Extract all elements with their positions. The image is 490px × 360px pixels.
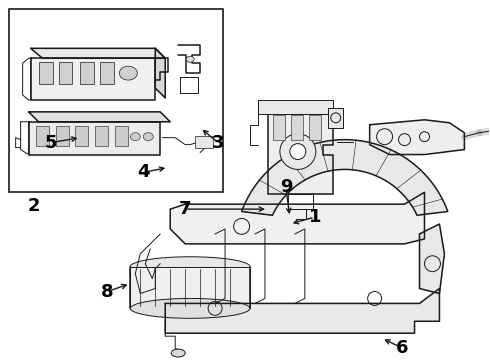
- Polygon shape: [28, 112, 170, 122]
- Bar: [96, 126, 108, 145]
- Text: 8: 8: [101, 283, 114, 301]
- Text: 9: 9: [280, 178, 292, 196]
- Bar: [75, 126, 89, 145]
- Bar: [130, 267, 250, 309]
- Circle shape: [280, 134, 316, 170]
- Ellipse shape: [143, 133, 153, 141]
- Polygon shape: [30, 48, 165, 58]
- Ellipse shape: [186, 56, 194, 62]
- Text: 4: 4: [137, 163, 149, 181]
- Bar: [309, 115, 321, 140]
- Polygon shape: [28, 122, 160, 154]
- Bar: [258, 100, 333, 114]
- Text: 2: 2: [27, 197, 40, 215]
- Text: 6: 6: [396, 339, 409, 357]
- Polygon shape: [369, 120, 465, 154]
- Bar: [273, 115, 285, 140]
- Text: 7: 7: [179, 200, 192, 218]
- Polygon shape: [242, 140, 448, 215]
- Polygon shape: [30, 58, 155, 100]
- Polygon shape: [155, 48, 165, 98]
- Ellipse shape: [171, 349, 185, 357]
- Bar: [36, 126, 49, 145]
- Text: 5: 5: [44, 134, 57, 152]
- Bar: [55, 126, 69, 145]
- Circle shape: [290, 144, 306, 159]
- Bar: [58, 62, 73, 84]
- Ellipse shape: [130, 257, 250, 276]
- Bar: [291, 115, 303, 140]
- Ellipse shape: [130, 298, 250, 318]
- Bar: [80, 62, 95, 84]
- Bar: [195, 136, 213, 148]
- Bar: [100, 62, 114, 84]
- Polygon shape: [419, 224, 444, 293]
- Polygon shape: [165, 288, 440, 333]
- Ellipse shape: [120, 66, 137, 80]
- Bar: [9, 9, 223, 192]
- Ellipse shape: [130, 133, 140, 141]
- Bar: [115, 126, 128, 145]
- Bar: [328, 108, 343, 128]
- Bar: [39, 62, 52, 84]
- Polygon shape: [268, 110, 333, 194]
- Polygon shape: [170, 192, 424, 244]
- Text: 3: 3: [212, 134, 224, 152]
- Text: 1: 1: [309, 208, 321, 226]
